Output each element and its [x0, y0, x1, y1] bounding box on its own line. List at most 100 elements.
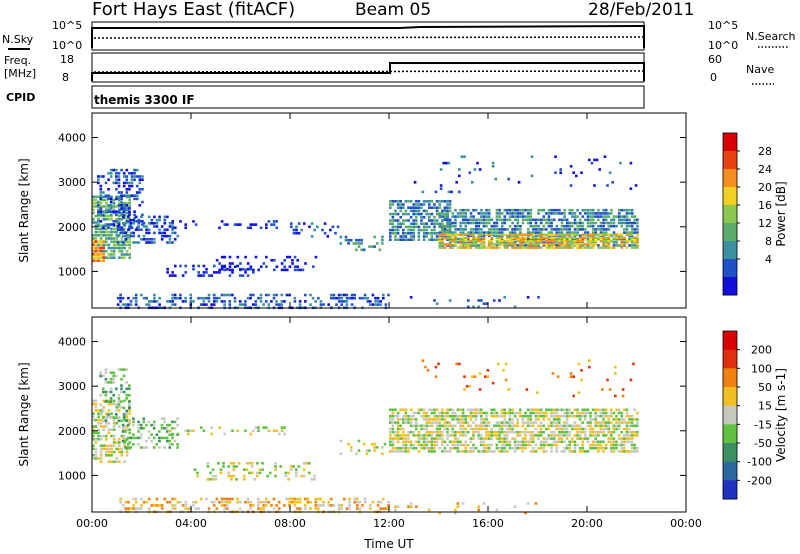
velocity-cell [163, 436, 166, 440]
velocity-cell [508, 427, 512, 431]
velocity-cell [485, 411, 488, 415]
power-cell [604, 236, 608, 240]
power-cell [155, 225, 159, 228]
power-cell [458, 168, 461, 171]
power-cell [443, 206, 447, 209]
velocity-cell [110, 450, 113, 454]
velocity-cell [565, 434, 569, 437]
power-cell [158, 228, 161, 231]
power-cell [508, 218, 512, 222]
power-cell [134, 241, 138, 244]
velocity-cell [511, 408, 514, 412]
velocity-cell [353, 500, 356, 504]
velocity-cell [513, 424, 517, 428]
power-cell [422, 209, 426, 213]
power-cell [345, 296, 349, 300]
velocity-cell [126, 446, 130, 449]
power-cell [194, 223, 198, 226]
velocity-cell [506, 427, 509, 431]
velocity-cell [165, 436, 169, 440]
velocity-cell [150, 504, 154, 507]
power-cell [119, 231, 122, 235]
velocity-cell [158, 504, 161, 507]
velocity-cell [155, 433, 159, 436]
power-cell [589, 215, 592, 218]
velocity-cell [550, 424, 553, 428]
velocity-cell [625, 421, 629, 424]
velocity-cell [115, 402, 118, 406]
power-cell [630, 231, 634, 234]
velocity-xtick-label: 04:00 [175, 517, 207, 530]
velocity-cell [524, 434, 527, 437]
power-cell [402, 228, 405, 232]
power-cell [99, 197, 103, 201]
velocity-cell [537, 408, 540, 412]
power-cell [394, 235, 397, 238]
velocity-cell [99, 450, 103, 454]
power-cell [430, 206, 434, 209]
velocity-cell [537, 446, 540, 450]
power-cell [283, 259, 286, 262]
power-cell [422, 232, 426, 235]
power-cell [597, 236, 600, 240]
power-cell [602, 215, 605, 218]
velocity-cell [356, 500, 359, 504]
velocity-cell [415, 427, 418, 431]
velocity-cell [461, 434, 465, 437]
velocity-cell [555, 443, 558, 447]
power-region-4 [171, 220, 278, 230]
power-cell [97, 227, 100, 231]
power-cell [464, 218, 468, 222]
power-cell [447, 190, 451, 194]
power-cell [477, 224, 481, 228]
velocity-cell [433, 450, 436, 453]
velocity-cell [550, 437, 553, 440]
velocity-cell [168, 446, 172, 449]
power-cell [435, 222, 439, 225]
power-cell [141, 178, 144, 181]
power-cell [112, 210, 116, 213]
velocity-cell [576, 414, 579, 418]
power-cell [521, 212, 525, 215]
velocity-cell [250, 465, 254, 468]
velocity-cell [110, 402, 113, 406]
power-region-2 [92, 240, 105, 262]
power-cell [125, 240, 129, 243]
velocity-cell [487, 424, 491, 428]
power-cell [625, 208, 629, 212]
velocity-cell [529, 443, 532, 447]
velocity-cell [181, 504, 185, 507]
velocity-cell [125, 425, 129, 428]
velocity-region-2 [121, 417, 179, 449]
velocity-cell [441, 434, 444, 437]
power-cell [519, 246, 522, 249]
power-cell [339, 235, 343, 239]
velocity-cell [519, 411, 522, 415]
velocity-cell [132, 417, 135, 420]
velocity-cell [451, 427, 454, 431]
power-cell [545, 243, 548, 246]
power-cell [630, 228, 634, 231]
power-cell [251, 293, 255, 297]
power-cell [121, 215, 125, 219]
power-cell [197, 264, 200, 268]
power-cell [125, 178, 129, 181]
power-cell [607, 233, 611, 237]
power-cell [389, 200, 392, 203]
power-cell [581, 224, 585, 228]
power-cell [438, 200, 441, 203]
velocity-cell [319, 497, 323, 501]
power-cell [472, 221, 475, 225]
power-cell [625, 212, 629, 215]
power-cell [402, 219, 405, 222]
velocity-cell [623, 443, 626, 447]
power-cell [404, 238, 408, 241]
cpid-label: CPID [6, 91, 35, 104]
velocity-cell [459, 421, 462, 424]
power-cell [171, 274, 174, 277]
velocity-cell [277, 507, 281, 510]
power-cell [391, 228, 395, 232]
power-cell [532, 218, 535, 222]
velocity-cell [94, 441, 98, 444]
